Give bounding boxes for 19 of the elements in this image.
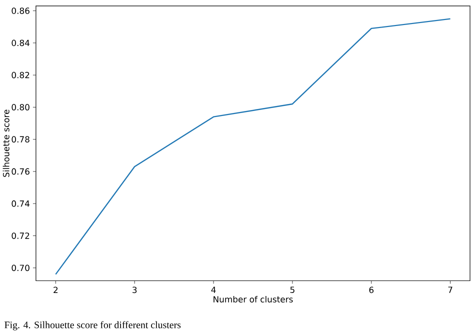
x-tick-label: 5 [290, 286, 294, 294]
y-tick-label: 0.84 [12, 40, 30, 46]
caption: Fig. 4. Silhouette score for different clusters [4, 321, 181, 331]
y-tick-label: 0.72 [12, 232, 30, 240]
y-axis-title: Silhouette score [2, 110, 10, 178]
x-tick-label: 7 [448, 286, 452, 294]
y-tick-label: 0.74 [12, 200, 30, 208]
y-tick-label: 0.80 [12, 104, 30, 111]
y-tick-label: 0.82 [12, 72, 30, 78]
y-tick-label: 0.86 [12, 8, 30, 14]
x-tick-label: 3 [132, 286, 137, 294]
x-tick-label: 4 [211, 286, 216, 294]
x-tick-label: 6 [369, 286, 374, 294]
line-series [55, 18, 451, 276]
y-tick-label: 0.76 [12, 168, 30, 175]
x-tick-label: 2 [54, 286, 58, 294]
y-tick-label: 0.78 [12, 136, 30, 143]
x-axis-title: Number of clusters [214, 296, 293, 303]
y-tick-label: 0.70 [12, 264, 30, 272]
